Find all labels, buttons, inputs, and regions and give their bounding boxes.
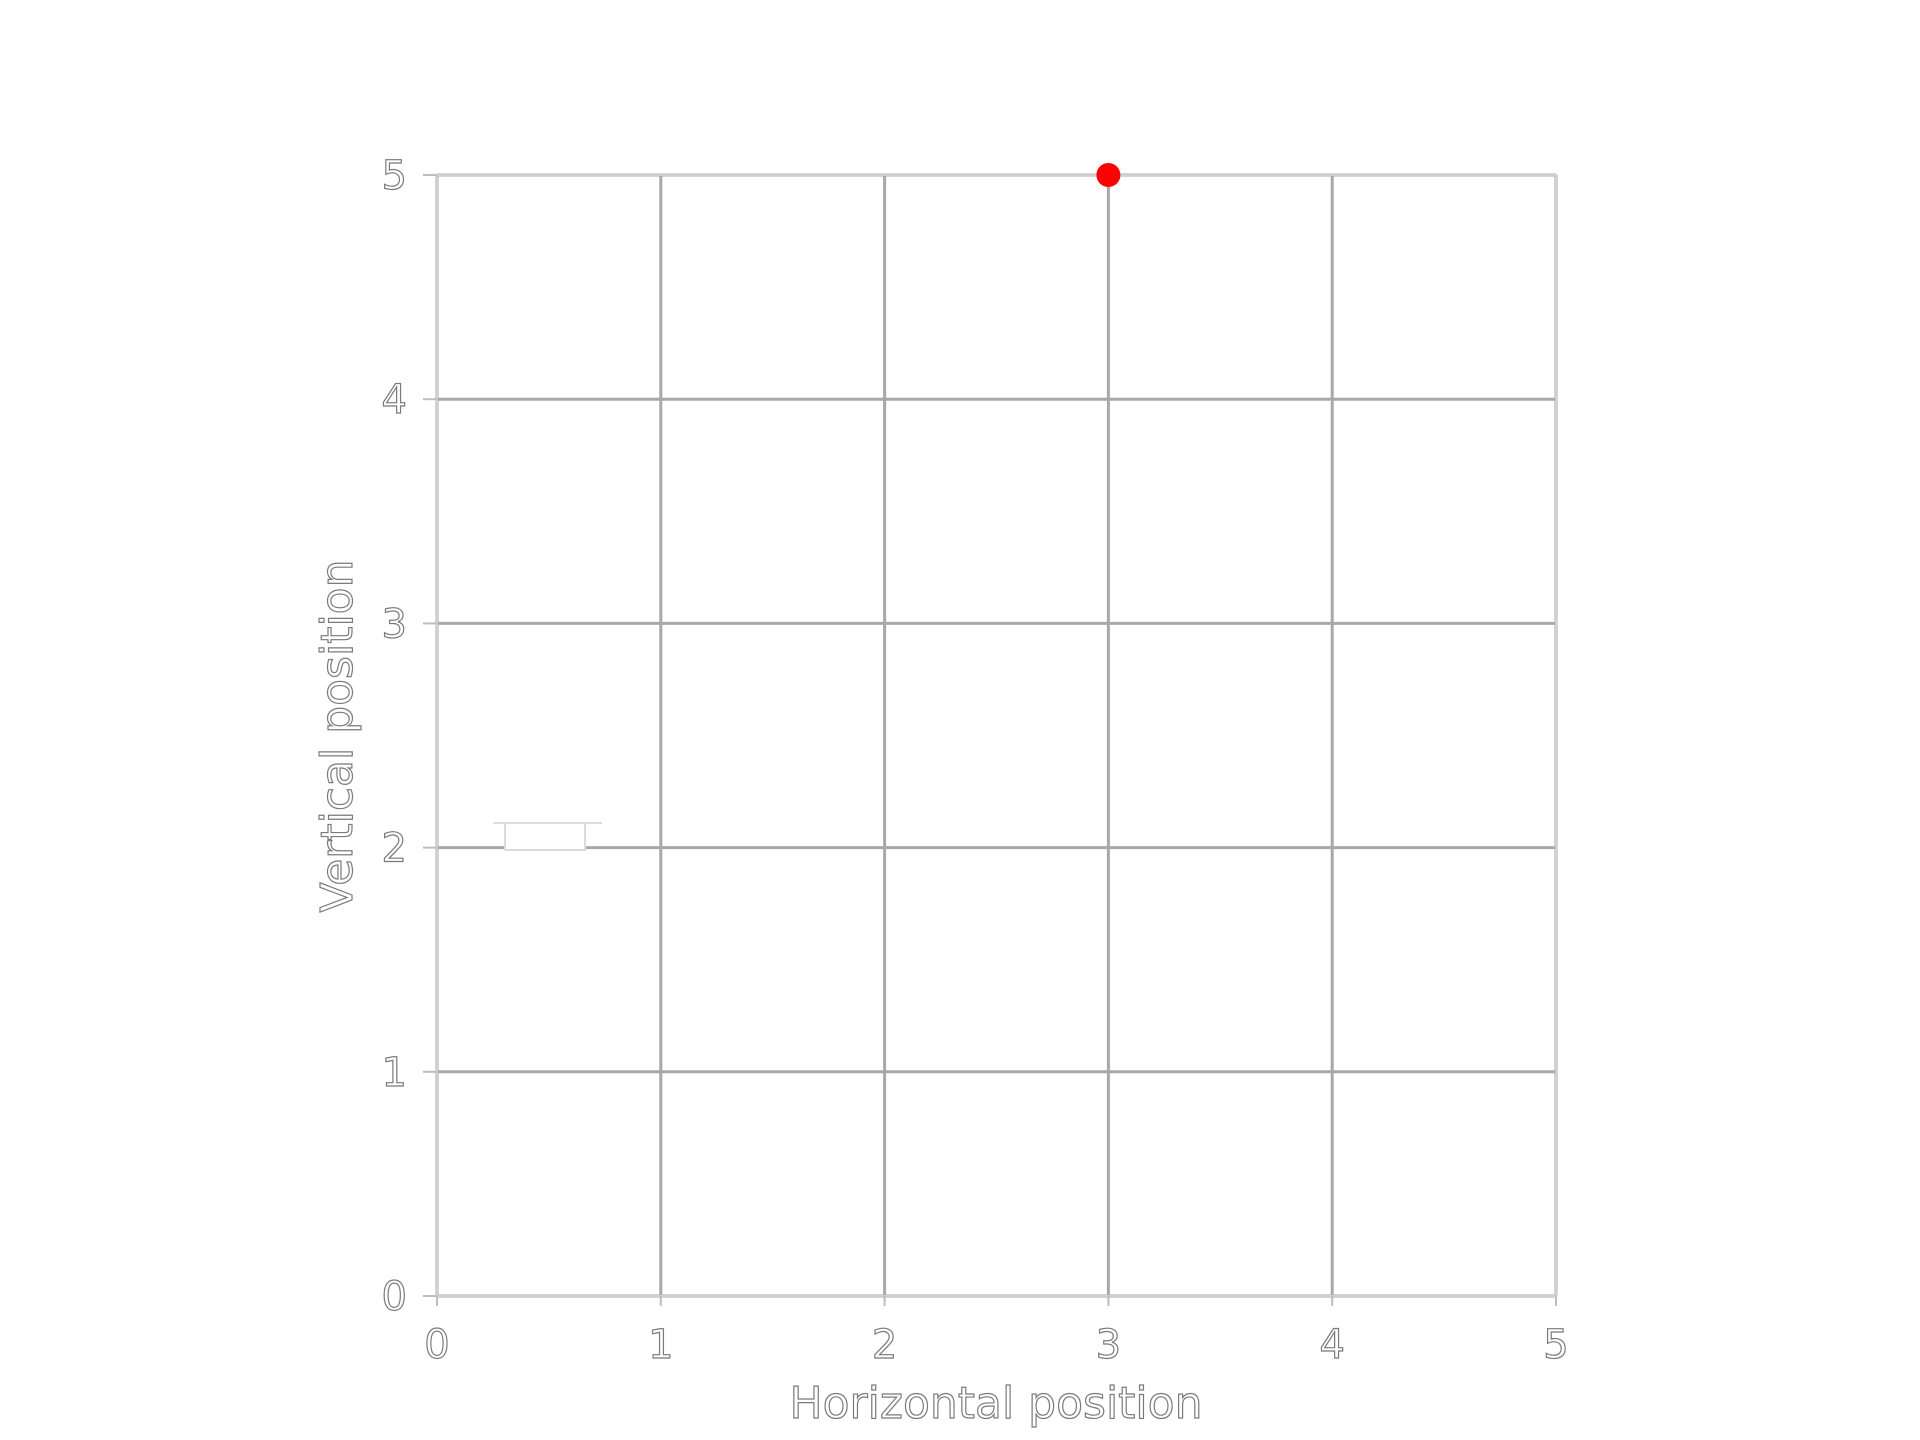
y-axis-title: Vertical position bbox=[312, 560, 363, 913]
plot-background bbox=[437, 175, 1556, 1296]
x-tick-label: 0 bbox=[424, 1322, 449, 1368]
data-points bbox=[1096, 163, 1121, 187]
y-tick-label: 0 bbox=[382, 1274, 407, 1320]
x-tick-label: 4 bbox=[1319, 1322, 1344, 1368]
y-tick-labels: 0 1 2 3 4 5 bbox=[381, 152, 408, 1320]
x-tick-labels: 0 1 2 3 4 5 bbox=[424, 1321, 1570, 1368]
y-tick-label: 4 bbox=[382, 377, 407, 423]
x-tick-label: 5 bbox=[1543, 1322, 1568, 1368]
x-axis-title: Horizontal position bbox=[790, 1378, 1203, 1429]
y-tick-label: 2 bbox=[382, 826, 407, 872]
x-tick-label: 2 bbox=[872, 1322, 897, 1368]
tick-marks bbox=[423, 174, 1557, 1306]
plot-frame bbox=[436, 174, 1557, 1297]
y-tick-label: 5 bbox=[382, 153, 407, 199]
x-tick-label: 3 bbox=[1096, 1322, 1121, 1368]
y-tick-label: 3 bbox=[382, 601, 407, 647]
data-point bbox=[1096, 163, 1121, 187]
y-tick-label: 1 bbox=[382, 1050, 407, 1096]
x-tick-label: 1 bbox=[648, 1322, 673, 1368]
legend-box bbox=[504, 822, 586, 851]
legend bbox=[493, 822, 602, 851]
